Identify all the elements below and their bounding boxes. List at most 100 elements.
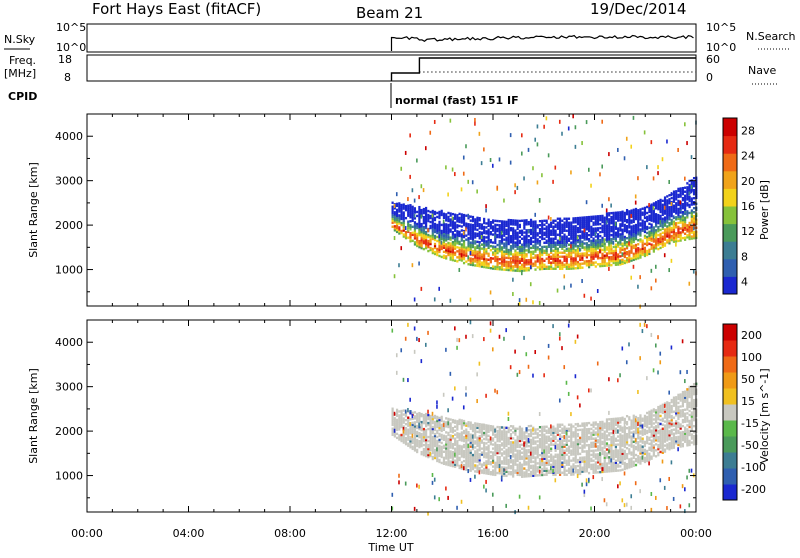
scatter-cell [479, 217, 481, 219]
scatter-cell [412, 206, 414, 208]
scatter-outlier [517, 186, 519, 190]
scatter-cell [572, 463, 574, 465]
scatter-cell [628, 250, 630, 252]
scatter-cell [691, 235, 693, 237]
scatter-cell [644, 247, 646, 249]
scatter-cell [624, 224, 626, 226]
scatter-cell [432, 416, 434, 418]
scatter-cell [452, 451, 454, 453]
scatter-cell [581, 262, 583, 264]
scatter-cell [621, 211, 623, 213]
scatter-cell [539, 426, 541, 428]
scatter-cell [403, 417, 405, 419]
scatter-cell [525, 461, 527, 463]
scatter-cell [427, 214, 429, 216]
scatter-cell [421, 413, 423, 415]
scatter-cell [550, 222, 552, 224]
scatter-outlier [528, 506, 530, 510]
power-ylabel: Slant Range [km] [27, 162, 40, 258]
scatter-cell [517, 220, 519, 222]
scatter-cell [510, 227, 512, 229]
scatter-cell [588, 216, 590, 218]
scatter-cell [492, 425, 494, 427]
scatter-cell [463, 436, 465, 438]
scatter-outlier [608, 197, 610, 201]
scatter-cell [450, 228, 452, 230]
scatter-outlier [414, 326, 416, 330]
scatter-cell [651, 203, 653, 205]
scatter-cell [494, 434, 496, 436]
scatter-cell [409, 410, 411, 412]
station-title: Fort Hays East (fitACF) [92, 0, 261, 18]
scatter-outlier [675, 243, 677, 247]
scatter-cell [548, 224, 550, 226]
scatter-outlier [445, 165, 447, 169]
scatter-outlier [684, 122, 686, 126]
colorbar-tick-label: 20 [741, 175, 755, 188]
scatter-outlier [427, 331, 429, 335]
scatter-outlier [561, 346, 563, 350]
scatter-cell [434, 223, 436, 225]
scatter-cell [429, 235, 431, 237]
scatter-cell [570, 241, 572, 243]
scatter-cell [445, 435, 447, 437]
scatter-outlier [671, 202, 673, 206]
scatter-cell [501, 460, 503, 462]
scatter-cell [525, 249, 527, 251]
scatter-outlier [443, 393, 445, 397]
scatter-cell [479, 223, 481, 225]
scatter-cell [671, 197, 673, 199]
scatter-outlier [463, 172, 465, 176]
scatter-cell [664, 196, 666, 198]
scatter-cell [610, 216, 612, 218]
scatter-outlier [434, 495, 436, 499]
scatter-cell [586, 450, 588, 452]
scatter-cell [581, 240, 583, 242]
scatter-cell [604, 423, 606, 425]
scatter-cell [510, 261, 512, 263]
scatter-cell [505, 431, 507, 433]
scatter-cell [648, 227, 650, 229]
scatter-cell [510, 235, 512, 237]
scatter-outlier [575, 374, 577, 378]
scatter-cell [659, 247, 661, 249]
nsky-trace [392, 36, 694, 51]
scatter-cell [604, 243, 606, 245]
scatter-cell [633, 245, 635, 247]
scatter-cell [519, 236, 521, 238]
scatter-outlier [463, 156, 465, 160]
scatter-outlier [396, 371, 398, 375]
scatter-outlier [519, 495, 521, 499]
scatter-cell [488, 469, 490, 471]
scatter-outlier [510, 455, 512, 459]
scatter-cell [537, 444, 539, 446]
scatter-outlier [394, 429, 396, 433]
scatter-cell [666, 199, 668, 201]
scatter-cell [680, 215, 682, 217]
scatter-outlier [657, 171, 659, 175]
scatter-cell [427, 250, 429, 252]
scatter-cell [590, 458, 592, 460]
scatter-cell [543, 228, 545, 230]
scatter-cell [592, 438, 594, 440]
scatter-cell [599, 227, 601, 229]
scatter-cell [568, 440, 570, 442]
scatter-outlier [555, 445, 557, 449]
scatter-cell [494, 462, 496, 464]
scatter-outlier [651, 140, 653, 144]
scatter-cell [628, 230, 630, 232]
scatter-cell [693, 231, 695, 233]
scatter-cell [474, 446, 476, 448]
scatter-outlier [528, 229, 530, 233]
scatter-outlier [396, 353, 398, 357]
scatter-cell [599, 421, 601, 423]
scatter-cell [458, 231, 460, 233]
scatter-outlier [398, 263, 400, 267]
scatter-cell [610, 212, 612, 214]
scatter-outlier [664, 253, 666, 257]
scatter-cell [454, 434, 456, 436]
scatter-cell [557, 222, 559, 224]
scatter-cell [621, 243, 623, 245]
scatter-cell [610, 234, 612, 236]
scatter-cell [485, 452, 487, 454]
